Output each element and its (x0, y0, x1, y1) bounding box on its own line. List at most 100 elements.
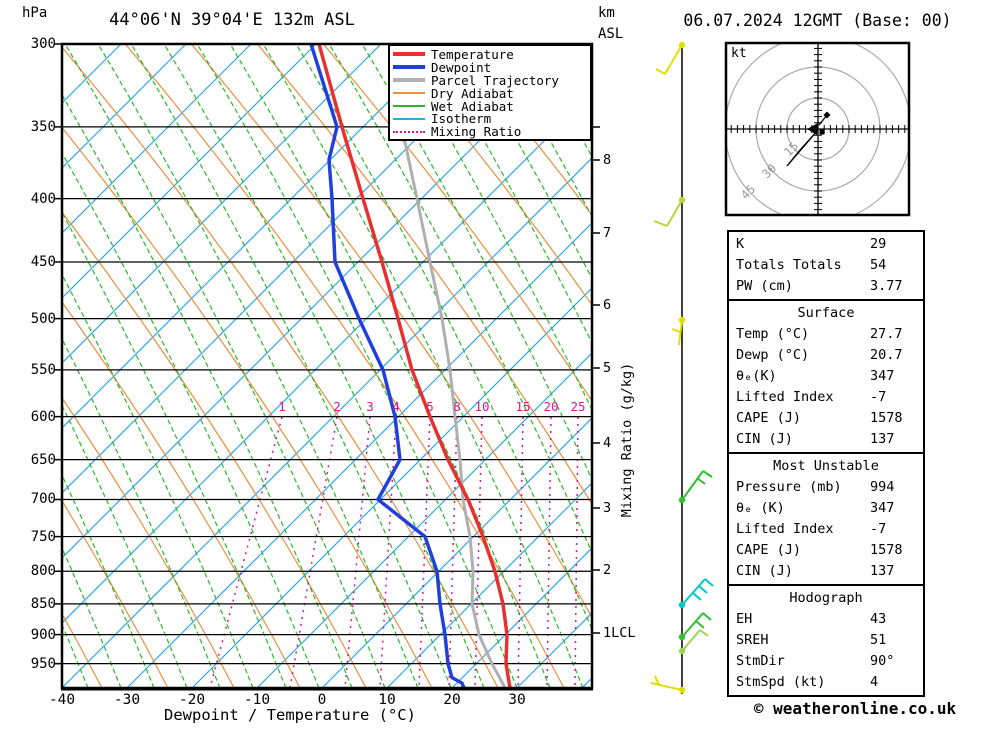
mixing-ratio-value: 25 (570, 399, 586, 414)
legend-item: Mixing Ratio (393, 124, 590, 139)
km-tick-label: 4 (603, 435, 612, 451)
table-row-label: StmSpd (kt) (736, 674, 826, 690)
table-row: Dewp (°C) 20.7 (736, 345, 923, 366)
mixing-ratio-axis-title: Mixing Ratio (g/kg) (619, 362, 635, 518)
table-row: StmSpd (kt) 4 (736, 672, 923, 693)
legend-item: Dry Adiabat (393, 85, 590, 101)
table-row-value: 4 (870, 674, 879, 690)
legend-item-label: Temperature (431, 46, 514, 62)
pressure-tick-label: 650 (30, 451, 56, 468)
indices-table-most-unstable: Most Unstable Pressure (mb) 994 θₑ (K) 347 Li… (727, 452, 925, 586)
legend-line-sample (393, 78, 425, 83)
table-row-label: Lifted Index (736, 389, 834, 405)
mixing-ratio-value: 1 (278, 399, 286, 414)
hodograph-ring-label: 30 (759, 161, 779, 181)
table-row-value: 51 (870, 632, 887, 648)
legend-item-label: Isotherm (431, 111, 492, 127)
temp-tick-label: -30 (113, 692, 141, 708)
wind-barb (678, 612, 712, 641)
table-section-header: Surface (797, 305, 855, 321)
table-row: Totals Totals 54 (736, 255, 923, 276)
altitude-unit-label: km ASL (598, 3, 623, 45)
x-axis-title: Dewpoint / Temperature (°C) (164, 706, 416, 724)
table-row-label: EH (736, 611, 753, 627)
legend-item: Parcel Trajectory (393, 73, 590, 88)
wind-barb-staff (650, 41, 714, 694)
mixing-ratio-value: 10 (474, 399, 490, 414)
legend: Temperature Dewpoint Parcel Trajectory Dry … (388, 44, 592, 141)
hodograph-ring-label: 45 (738, 182, 758, 202)
legend-item-label: Wet Adiabat (431, 98, 514, 114)
table-row-value: 43 (870, 611, 887, 627)
legend-line-sample (393, 105, 425, 107)
indices-table-general: K 29 Totals Totals 54 PW (cm) 3.77 (727, 230, 925, 301)
indices-table-hodograph: Hodograph EH 43 SREH 51 StmDir 90° StmSpd (kt) 4 (727, 584, 925, 697)
credit-link[interactable]: © weatheronline.co.uk (753, 699, 957, 718)
valid-time-title: 06.07.2024 12GMT (Base: 00) (683, 11, 952, 30)
table-row-value: 994 (870, 479, 895, 495)
parcel-trajectory-curve (403, 140, 506, 688)
pressure-tick-label: 450 (30, 253, 56, 270)
table-row-value: -7 (870, 521, 887, 537)
table-row-label: Pressure (mb) (736, 479, 842, 495)
table-row-value: 137 (870, 563, 895, 579)
km-unit-line1: km (598, 5, 615, 21)
table-row: Pressure (mb) 994 (736, 477, 923, 498)
pressure-tick-label: 500 (30, 310, 56, 327)
table-row-label: PW (cm) (736, 278, 793, 294)
hodograph-border (724, 41, 911, 217)
wind-barb (678, 470, 713, 504)
mixing-ratio-value: 5 (426, 399, 434, 414)
pressure-unit-label: hPa (22, 5, 48, 21)
km-tick-label: 7 (603, 225, 612, 241)
km-tick-label: 2 (603, 562, 612, 578)
mixing-ratio-value: 3 (366, 399, 374, 414)
storm-motion-arrow (807, 123, 818, 135)
mixing-ratio-value: 4 (392, 399, 400, 414)
table-row-value: 1578 (870, 542, 903, 558)
legend-line-sample (393, 52, 425, 57)
pressure-tick-label: 550 (30, 361, 56, 378)
legend-item-label: Dry Adiabat (431, 85, 514, 101)
temp-tick-label: -40 (48, 692, 76, 708)
table-row-value: 347 (870, 500, 895, 516)
table-row-value: 29 (870, 236, 887, 252)
indices-table-surface: Surface Temp (°C) 27.7 Dewp (°C) 20.7 θₑ(K) 34… (727, 299, 925, 454)
table-row-value: 347 (870, 368, 895, 384)
table-row-value: 137 (870, 431, 895, 447)
table-row-label: θₑ(K) (736, 368, 777, 384)
hodograph-point (823, 111, 831, 119)
table-row-value: -7 (870, 389, 887, 405)
table-row-label: Lifted Index (736, 521, 834, 537)
table-row-label: Temp (°C) (736, 326, 810, 342)
table-row-label: θₑ (K) (736, 500, 785, 516)
table-row: StmDir 90° (736, 651, 923, 672)
table-row: Temp (°C) 27.7 (736, 324, 923, 345)
wind-barb (653, 196, 686, 227)
temp-tick-label: 30 (508, 692, 526, 708)
temp-tick-label: -10 (243, 692, 271, 708)
pressure-tick-label: 850 (30, 595, 56, 612)
pressure-tick-label: 600 (30, 408, 56, 425)
legend-line-sample (393, 92, 425, 95)
legend-item: Isotherm (393, 111, 590, 127)
table-row-label: CAPE (J) (736, 542, 802, 558)
table-section-header: Most Unstable (773, 458, 879, 474)
km-tick-label: 3 (603, 500, 612, 516)
km-tick-label: 8 (603, 152, 612, 168)
table-row: Lifted Index -7 (736, 387, 923, 408)
mixing-ratio-value: 8 (453, 399, 461, 414)
table-row-value: 1578 (870, 410, 903, 426)
table-row-label: CIN (J) (736, 563, 793, 579)
mixing-ratio-value: 20 (543, 399, 559, 414)
table-row-label: CAPE (J) (736, 410, 802, 426)
table-row: SREH 51 (736, 630, 923, 651)
table-row-label: StmDir (736, 653, 785, 669)
wind-barb (678, 578, 714, 609)
table-row: CIN (J) 137 (736, 429, 923, 450)
dewpoint-curve (309, 44, 466, 688)
km-tick-label: 6 (603, 297, 612, 313)
table-row: CAPE (J) 1578 (736, 540, 923, 561)
km-tick-label: 5 (603, 360, 612, 376)
